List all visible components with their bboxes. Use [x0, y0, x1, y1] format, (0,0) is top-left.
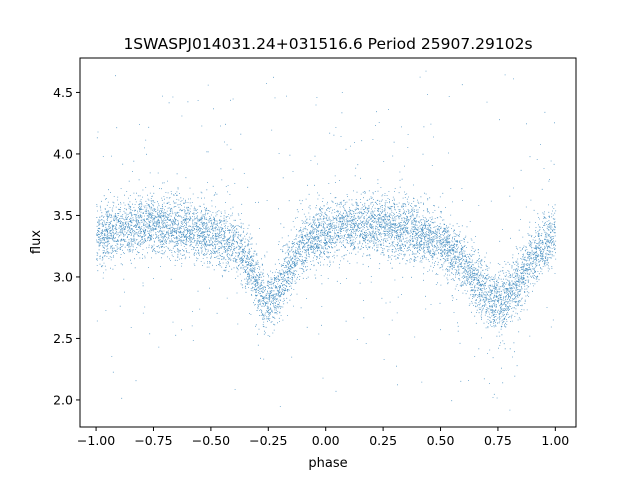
y-tick-label: 3.0	[53, 269, 73, 284]
x-tick-label: 0.00	[312, 433, 340, 448]
y-tick-label: 4.0	[53, 146, 73, 161]
plot-area-frame	[79, 57, 577, 428]
x-tick-label: 1.00	[541, 433, 569, 448]
x-tick-label: −0.75	[134, 433, 172, 448]
y-tick-label: 4.5	[53, 85, 73, 100]
x-tick-label: 0.50	[427, 433, 455, 448]
y-tick-label: 3.5	[53, 208, 73, 223]
chart-title: 1SWASPJ014031.24+031516.6 Period 25907.2…	[123, 35, 532, 53]
x-tick-label: 0.75	[484, 433, 512, 448]
x-axis-label: phase	[308, 456, 347, 471]
x-tick-label: −1.00	[77, 433, 115, 448]
x-tick-label: −0.50	[192, 433, 230, 448]
y-axis-ticks: 2.0 2.5 3.0 3.5 4.0 4.5	[53, 85, 80, 407]
flux-data-point	[96, 70, 557, 411]
x-tick-label: −0.25	[249, 433, 287, 448]
y-tick-label: 2.5	[53, 331, 73, 346]
y-axis-label: flux	[29, 230, 44, 254]
y-tick-label: 2.0	[53, 392, 73, 407]
scatter-points	[96, 70, 557, 411]
x-axis-ticks: −1.00 −0.75 −0.50 −0.25 0.00 0.25 0.50 0.75 1.00	[77, 427, 569, 448]
x-tick-label: 0.25	[369, 433, 397, 448]
